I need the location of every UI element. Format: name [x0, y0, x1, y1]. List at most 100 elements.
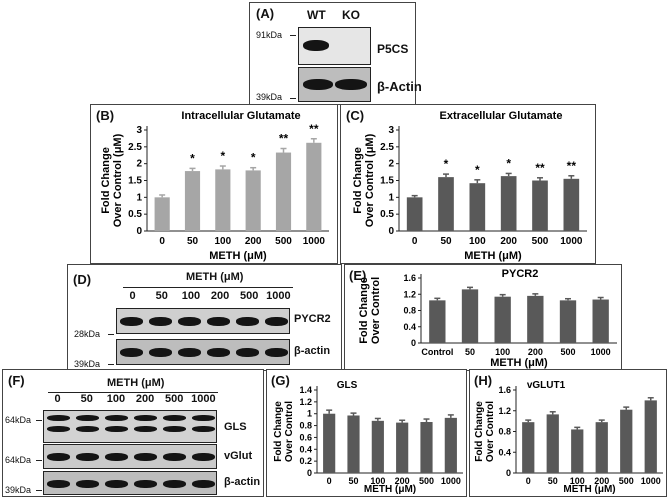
mw-tick: [36, 490, 42, 491]
bar: [571, 429, 584, 473]
mw-28kda: 28kDa: [74, 329, 101, 339]
chart-title: vGLUT1: [527, 380, 566, 391]
bar: [371, 420, 384, 473]
significance-mark: **: [309, 122, 319, 136]
actin-band: [178, 348, 201, 357]
chart-title: Extracellular Glutamate: [440, 110, 563, 122]
x-tick-label: 0: [526, 476, 531, 486]
significance-mark: **: [535, 161, 545, 175]
actin-band: [265, 348, 288, 357]
x-axis-label: METH (μM): [563, 484, 615, 495]
x-tick-label: 100: [469, 236, 486, 247]
bar: [527, 295, 544, 343]
lane-label: 100: [106, 393, 126, 405]
y-tick-label: 0.2: [299, 456, 312, 466]
x-tick-label: 500: [532, 236, 549, 247]
bar: [406, 197, 423, 231]
x-tick-label: 100: [495, 347, 510, 357]
x-tick-label: Control: [421, 347, 453, 357]
actin-bands-f: [44, 472, 216, 494]
x-tick-label: 200: [500, 236, 517, 247]
x-tick-label: 500: [275, 236, 292, 247]
chart-title: PYCR2: [502, 268, 539, 280]
x-tick-label: 200: [395, 476, 410, 486]
y-tick-label: 0.4: [403, 322, 416, 332]
vglut-blot: [43, 444, 217, 469]
y-tick-label: 1: [388, 192, 394, 203]
y-axis-label: Fold ChangeOver Control: [273, 401, 295, 462]
actin-band: [207, 348, 230, 357]
y-tick-label: 2.5: [380, 142, 394, 153]
pycr2-bands: [117, 309, 289, 333]
y-tick-label: 2.5: [128, 142, 142, 153]
lane-label: 1000: [191, 393, 216, 405]
chart-title: GLS: [337, 380, 358, 391]
gls-band: [105, 415, 128, 421]
significance-mark: *: [444, 157, 449, 171]
lane-label: 50: [155, 290, 168, 302]
panel-d-header-line: [123, 287, 293, 288]
bar: [592, 299, 609, 343]
chart-gls: GLS 0 0.2 0.4 0.60.8 1 1.2 1.4 0 50 100 200 500 1000 M…: [273, 380, 463, 495]
lane-label: 0: [54, 393, 61, 405]
y-tick-label: 2: [388, 159, 394, 170]
actin-band: [105, 480, 128, 488]
mw-39kda-a: 39kDa: [256, 92, 283, 102]
x-tick-label: 1000: [441, 476, 461, 486]
panel-a: (A) WT KO 91kDa 39kDa P5CS β-Actin: [249, 2, 422, 105]
panel-b: (B) Intracellular Glutamate 0 0.5 1 1.5 2 2.5 3…: [90, 104, 338, 264]
protein-beta-actin-a: β-Actin: [377, 79, 422, 94]
panel-e: (E) PYCR2 0 0.4 0.8 1.2 1.6 Control 50 100 200 500…: [344, 264, 622, 371]
gls-band-lower: [105, 426, 128, 432]
gls-band-lower: [163, 426, 186, 432]
y-tick-label: 0: [307, 468, 312, 478]
lane-label: 0: [129, 290, 136, 302]
y-tick-label: 0.8: [299, 421, 312, 431]
vglut-band: [163, 453, 186, 461]
chart-pycr2: PYCR2 0 0.4 0.8 1.2 1.6 Control 50 100 200 500 1000…: [358, 268, 617, 369]
bar: [396, 422, 409, 473]
protein-p5cs: P5CS: [377, 42, 409, 56]
vglut-bands: [44, 445, 216, 468]
x-tick-label: 100: [570, 476, 585, 486]
y-tick-label: 1.2: [299, 397, 312, 407]
actin-band: [76, 480, 99, 488]
y-axis-label: Fold ChangeOver Control: [358, 277, 382, 344]
y-tick-label: 0.4: [498, 447, 511, 457]
mw-tick: [290, 98, 296, 99]
mw-39kda-d: 39kDa: [74, 359, 101, 369]
x-tick-label: 50: [348, 476, 358, 486]
bar: [522, 422, 535, 473]
bar: [500, 176, 517, 231]
panel-f-header-line: [48, 392, 218, 393]
y-tick-label: 0.4: [299, 444, 312, 454]
y-axis-label-line: Over Control: [485, 401, 496, 462]
panel-f-label: (F): [8, 373, 25, 388]
protein-vglut: vGlut: [224, 450, 253, 462]
bar: [559, 300, 577, 343]
y-tick-label: 3: [388, 125, 394, 136]
pycr2-band: [149, 317, 172, 326]
y-tick-label: 1.5: [380, 176, 394, 187]
protein-beta-actin-d: β-actin: [294, 345, 331, 357]
x-tick-label: 0: [327, 476, 332, 486]
bar: [461, 289, 479, 343]
bar: [469, 183, 486, 231]
y-tick-label: 1.5: [128, 176, 142, 187]
vglut-band: [76, 453, 99, 461]
x-tick-label: 500: [419, 476, 434, 486]
mw-64kda-1: 64kDa: [5, 415, 32, 425]
bar: [620, 409, 633, 473]
bar: [595, 422, 608, 473]
bar: [494, 296, 511, 343]
y-axis-label-line: Fold Change: [352, 147, 364, 214]
actin-band-wt: [303, 79, 333, 90]
mw-tick: [108, 334, 114, 335]
x-tick-label: 50: [187, 236, 199, 247]
y-tick-label: 1.4: [299, 385, 312, 395]
actin-blot-d: [116, 339, 290, 365]
x-tick-label: 1000: [641, 476, 661, 486]
x-axis-label: METH (μM): [464, 250, 522, 262]
chart-intracellular-glutamate: Intracellular Glutamate 0 0.5 1 1.5 2 2.5 3 0 * 50…: [100, 110, 329, 262]
panel-h: (H) vGLUT1 0 0.4 0.8 1.2 1.6 0 50 100 200 500 1000 M…: [469, 369, 667, 497]
